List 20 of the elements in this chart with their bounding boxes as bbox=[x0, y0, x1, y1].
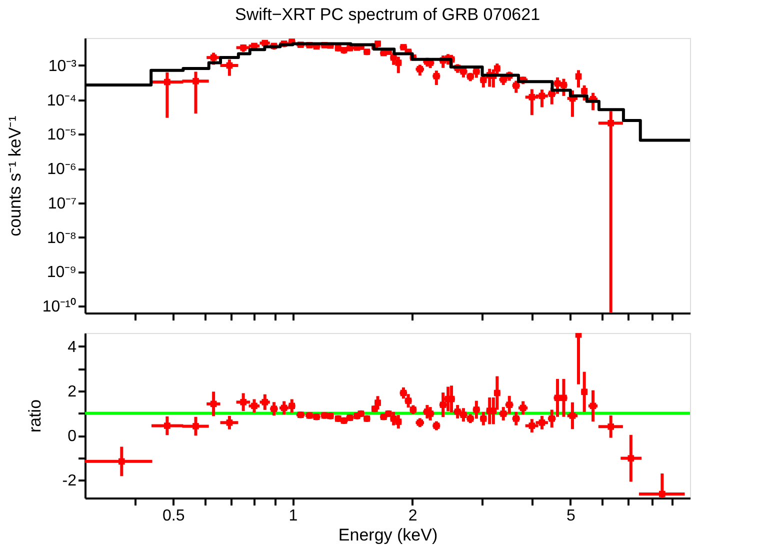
y-tick-label: 10⁻⁸ bbox=[46, 230, 76, 247]
y-tick-label: 10⁻³ bbox=[48, 58, 78, 75]
x-tick-label: 5 bbox=[566, 508, 576, 524]
y-tick-label: 10⁻⁵ bbox=[47, 126, 76, 144]
x-tick-label: 1 bbox=[288, 508, 298, 524]
y-tick-label: 2 bbox=[68, 383, 77, 400]
y-axis-title: ratio bbox=[25, 399, 44, 433]
y-axis-title: counts s⁻¹ keV⁻¹ bbox=[5, 115, 24, 236]
x-axis-title: Energy (keV) bbox=[338, 526, 438, 544]
y-tick-label: 4 bbox=[68, 338, 77, 356]
y-tick-label: 10⁻⁹ bbox=[46, 264, 76, 282]
chart-title: Swift−XRT PC spectrum of GRB 070621 bbox=[234, 5, 540, 24]
y-tick-label: 10⁻¹⁰ bbox=[42, 298, 76, 316]
x-tick-label: 2 bbox=[408, 508, 418, 524]
y-tick-label: 0 bbox=[68, 428, 77, 446]
y-tick-label: 10⁻⁷ bbox=[48, 195, 77, 212]
x-tick-label: 0.5 bbox=[162, 508, 185, 524]
y-tick-label: 10⁻⁶ bbox=[47, 161, 76, 178]
y-tick-label: 10⁻⁴ bbox=[46, 92, 77, 110]
y-tick-label: -2 bbox=[62, 472, 77, 490]
